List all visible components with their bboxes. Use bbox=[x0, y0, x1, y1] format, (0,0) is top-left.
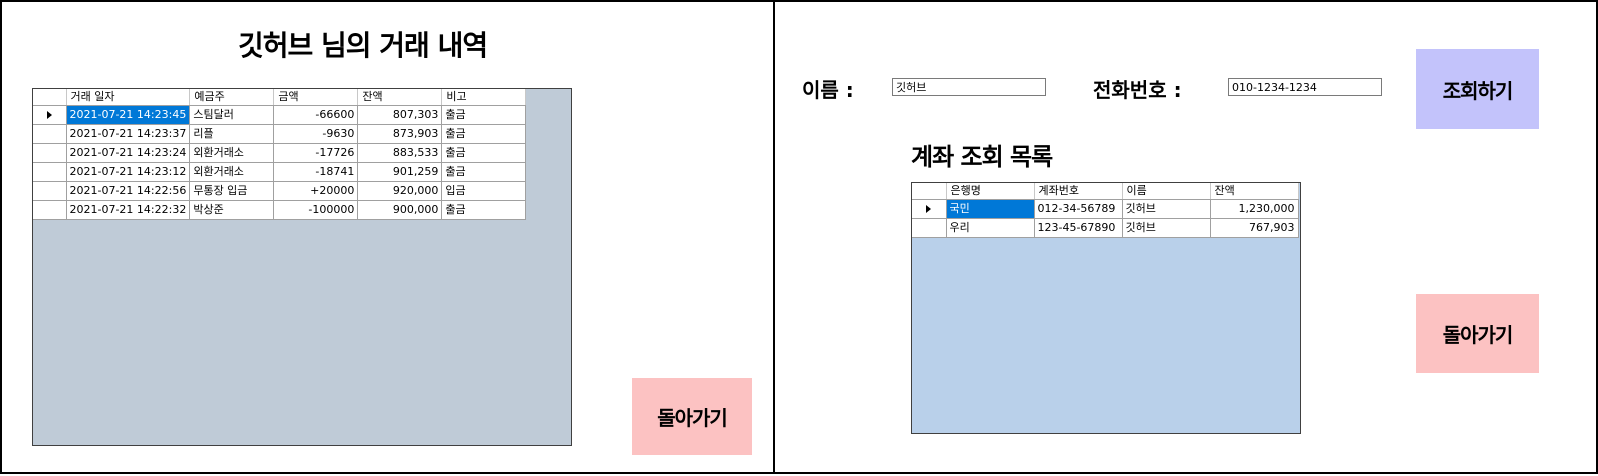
table-row[interactable]: 2021-07-21 14:23:37 리플 -9630 873,903 출금 bbox=[33, 124, 527, 144]
search-button[interactable]: 조회하기 bbox=[1416, 49, 1539, 129]
row-header[interactable] bbox=[912, 199, 947, 219]
table-cell[interactable]: 외환거래소 bbox=[189, 162, 275, 182]
transaction-history-window: 깃허브 님의 거래 내역 거래 일자 예금주 금액 잔액 비고 2021-0 bbox=[0, 0, 775, 474]
row-header[interactable] bbox=[33, 124, 67, 144]
row-header-corner bbox=[33, 89, 67, 106]
table-cell[interactable]: 1,230,000 bbox=[1210, 199, 1299, 219]
account-list-title: 계좌 조회 목록 bbox=[911, 143, 1053, 171]
column-header-note[interactable]: 비고 bbox=[441, 89, 527, 106]
column-header-amount[interactable]: 금액 bbox=[273, 89, 359, 106]
phone-label: 전화번호 : bbox=[1093, 78, 1182, 102]
back-button[interactable]: 돌아가기 bbox=[1416, 294, 1539, 373]
table-cell[interactable]: -9630 bbox=[273, 124, 359, 144]
transaction-grid[interactable]: 거래 일자 예금주 금액 잔액 비고 2021-07-21 14:23:45 스… bbox=[32, 88, 572, 446]
table-cell[interactable]: 출금 bbox=[441, 105, 527, 125]
table-cell[interactable]: 2021-07-21 14:23:45 bbox=[66, 105, 191, 125]
table-cell[interactable]: 012-34-56789 bbox=[1034, 199, 1123, 219]
column-header-balance[interactable]: 잔액 bbox=[357, 89, 443, 106]
account-table: 은행명 계좌번호 이름 잔액 국민 012-34-56789 깃허브 1,230… bbox=[912, 183, 1299, 238]
table-cell[interactable]: 767,903 bbox=[1210, 218, 1299, 238]
column-header-name[interactable]: 이름 bbox=[1122, 183, 1211, 200]
table-cell[interactable]: -18741 bbox=[273, 162, 359, 182]
row-header[interactable] bbox=[33, 162, 67, 182]
table-cell[interactable]: 출금 bbox=[441, 162, 527, 182]
table-cell[interactable]: 2021-07-21 14:22:56 bbox=[66, 181, 191, 201]
row-header[interactable] bbox=[33, 143, 67, 163]
table-cell[interactable]: 출금 bbox=[441, 143, 527, 163]
table-cell[interactable]: 깃허브 bbox=[1122, 218, 1211, 238]
table-cell[interactable]: 883,533 bbox=[357, 143, 443, 163]
name-label: 이름 : bbox=[802, 78, 854, 102]
table-row[interactable]: 국민 012-34-56789 깃허브 1,230,000 bbox=[912, 199, 1299, 219]
column-header-bank[interactable]: 은행명 bbox=[946, 183, 1035, 200]
table-cell[interactable]: 123-45-67890 bbox=[1034, 218, 1123, 238]
table-cell[interactable]: 807,303 bbox=[357, 105, 443, 125]
page-title: 깃허브 님의 거래 내역 bbox=[238, 29, 488, 62]
row-header[interactable] bbox=[33, 181, 67, 201]
table-cell[interactable]: 900,000 bbox=[357, 200, 443, 220]
account-lookup-window: 이름 : 전화번호 : 조회하기 계좌 조회 목록 은행명 계좌번호 이름 잔액 bbox=[773, 0, 1598, 474]
current-row-arrow-icon bbox=[46, 111, 52, 119]
account-grid[interactable]: 은행명 계좌번호 이름 잔액 국민 012-34-56789 깃허브 1,230… bbox=[911, 182, 1301, 434]
table-row[interactable]: 우리 123-45-67890 깃허브 767,903 bbox=[912, 218, 1299, 238]
table-cell[interactable]: 리플 bbox=[189, 124, 275, 144]
column-header-holder[interactable]: 예금주 bbox=[189, 89, 275, 106]
table-cell[interactable]: 출금 bbox=[441, 200, 527, 220]
table-cell[interactable]: 깃허브 bbox=[1122, 199, 1211, 219]
table-cell[interactable]: 국민 bbox=[946, 199, 1035, 219]
table-row[interactable]: 2021-07-21 14:22:56 무통장 입금 +20000 920,00… bbox=[33, 181, 527, 201]
table-cell[interactable]: 873,903 bbox=[357, 124, 443, 144]
column-header-date[interactable]: 거래 일자 bbox=[66, 89, 191, 106]
row-header[interactable] bbox=[33, 200, 67, 220]
row-header[interactable] bbox=[912, 218, 947, 238]
column-header-balance[interactable]: 잔액 bbox=[1210, 183, 1299, 200]
header-row: 거래 일자 예금주 금액 잔액 비고 bbox=[33, 89, 527, 106]
current-row-arrow-icon bbox=[926, 205, 932, 213]
table-cell[interactable]: 박상준 bbox=[189, 200, 275, 220]
name-field[interactable] bbox=[892, 78, 1046, 96]
back-button[interactable]: 돌아가기 bbox=[632, 378, 752, 455]
transaction-table: 거래 일자 예금주 금액 잔액 비고 2021-07-21 14:23:45 스… bbox=[33, 89, 527, 220]
table-row[interactable]: 2021-07-21 14:23:12 외환거래소 -18741 901,259… bbox=[33, 162, 527, 182]
row-header-corner bbox=[912, 183, 947, 200]
table-row[interactable]: 2021-07-21 14:23:24 외환거래소 -17726 883,533… bbox=[33, 143, 527, 163]
table-cell[interactable]: -66600 bbox=[273, 105, 359, 125]
phone-field[interactable] bbox=[1228, 78, 1382, 96]
column-header-account-number[interactable]: 계좌번호 bbox=[1034, 183, 1123, 200]
table-cell[interactable]: 입금 bbox=[441, 181, 527, 201]
table-row[interactable]: 2021-07-21 14:22:32 박상준 -100000 900,000 … bbox=[33, 200, 527, 220]
table-row[interactable]: 2021-07-21 14:23:45 스팀달러 -66600 807,303 … bbox=[33, 105, 527, 125]
table-cell[interactable]: 우리 bbox=[946, 218, 1035, 238]
table-cell[interactable]: 920,000 bbox=[357, 181, 443, 201]
table-cell[interactable]: 2021-07-21 14:23:37 bbox=[66, 124, 191, 144]
table-cell[interactable]: 901,259 bbox=[357, 162, 443, 182]
table-cell[interactable]: 2021-07-21 14:22:32 bbox=[66, 200, 191, 220]
table-cell[interactable]: 출금 bbox=[441, 124, 527, 144]
table-cell[interactable]: -17726 bbox=[273, 143, 359, 163]
header-row: 은행명 계좌번호 이름 잔액 bbox=[912, 183, 1299, 200]
table-cell[interactable]: 스팀달러 bbox=[189, 105, 275, 125]
table-cell[interactable]: 무통장 입금 bbox=[189, 181, 275, 201]
table-cell[interactable]: 2021-07-21 14:23:24 bbox=[66, 143, 191, 163]
table-cell[interactable]: 외환거래소 bbox=[189, 143, 275, 163]
table-cell[interactable]: -100000 bbox=[273, 200, 359, 220]
table-cell[interactable]: 2021-07-21 14:23:12 bbox=[66, 162, 191, 182]
row-header[interactable] bbox=[33, 105, 67, 125]
table-cell[interactable]: +20000 bbox=[273, 181, 359, 201]
